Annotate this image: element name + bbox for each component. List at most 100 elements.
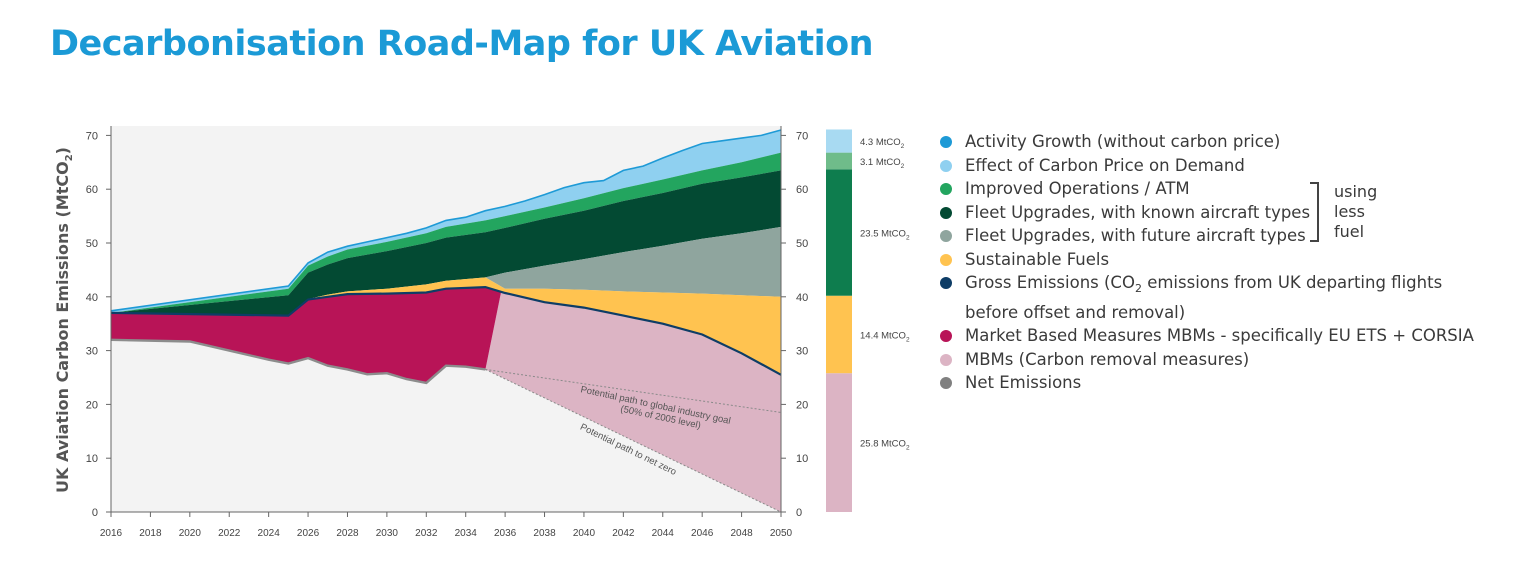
y-tick-label-left: 40 [86, 292, 98, 304]
bar-2050-segment [826, 129, 852, 153]
bar-2050-label-sub: 2 [906, 235, 910, 242]
x-tick-label: 2036 [494, 528, 517, 539]
legend-item-carbon-price: Effect of Carbon Price on Demand [940, 154, 1500, 178]
x-tick-label: 2034 [455, 528, 478, 539]
y-tick-label-left: 30 [86, 346, 98, 358]
bar-2050-label-main: 25.8 MtCO [860, 439, 906, 450]
legend-label-post: emissions from UK departing flights befo… [965, 273, 1443, 322]
line-path-industry-goal [485, 368, 782, 413]
y-axis-label-main: UK Aviation Carbon Emissions (MtCO [53, 161, 72, 493]
brace-label-line: fuel [1334, 222, 1365, 241]
y-tick-label-right: 60 [796, 184, 808, 196]
line-net-emissions [110, 338, 486, 385]
y-tick-label-right: 20 [796, 399, 808, 411]
area-fleet-future [111, 226, 781, 316]
legend-dot-icon [940, 353, 952, 366]
x-tick-label: 2026 [297, 528, 320, 539]
y-axis-label-end: ) [53, 147, 72, 154]
legend-label: Effect of Carbon Price on Demand [965, 155, 1245, 175]
legend-label: Fleet Upgrades, with known aircraft type… [965, 202, 1311, 222]
bar-2050-segment [826, 152, 852, 170]
legend-dot-icon [940, 183, 952, 195]
line-gross-emissions [110, 285, 782, 376]
x-tick-label: 2022 [218, 528, 241, 539]
area-fleet-known [111, 170, 781, 316]
y-tick-label-right: 0 [796, 507, 802, 519]
y-tick-label-right: 40 [796, 292, 808, 304]
legend-label: Activity Growth (without carbon price) [965, 132, 1281, 151]
chart-title: Decarbonisation Road-Map for UK Aviation [50, 24, 874, 64]
legend-item-mbms: Market Based Measures MBMs - specificall… [940, 324, 1500, 348]
legend-dot-icon [940, 206, 952, 219]
legend-dot-icon [940, 230, 952, 242]
x-tick-label: 2040 [573, 528, 596, 539]
brace-icon [1310, 182, 1319, 242]
bar-2050-label-main: 23.5 MtCO [860, 229, 906, 240]
bar-2050-label-sub: 2 [906, 445, 910, 452]
brace-label-line: less [1334, 202, 1365, 221]
y-tick-label-right: 50 [796, 238, 808, 250]
legend-item-sustainable-fuels: Sustainable Fuels [940, 248, 1500, 272]
x-tick-label: 2042 [612, 528, 635, 539]
x-tick-label: 2020 [179, 528, 202, 539]
legend-dot-icon [940, 377, 952, 389]
y-tick-label-right: 70 [796, 130, 808, 142]
y-axis-label-sub: 2 [64, 154, 75, 161]
legend-label: Net Emissions [965, 373, 1082, 392]
bar-2050-segment [826, 373, 852, 512]
x-tick-label: 2046 [691, 528, 714, 539]
legend-item-activity-growth: Activity Growth (without carbon price) [940, 130, 1500, 154]
y-tick-label-left: 10 [86, 453, 98, 465]
bar-2050-label: 3.1 MtCO2 [860, 157, 905, 170]
legend-label: MBMs (Carbon removal measures) [965, 349, 1250, 369]
legend-item-fleet-future: Fleet Upgrades, with future aircraft typ… [940, 224, 1500, 248]
legend-item-carbon-removal: MBMs (Carbon removal measures) [940, 348, 1500, 372]
x-tick-label: 2016 [100, 528, 123, 539]
brace-label: using less fuel [1334, 182, 1377, 242]
line-path-net-zero [485, 368, 782, 513]
y-tick-label-left: 60 [86, 184, 98, 196]
legend-label: Improved Operations / ATM [965, 179, 1190, 198]
legend-dot-icon [940, 330, 952, 342]
legend-item-fleet-known: Fleet Upgrades, with known aircraft type… [940, 201, 1500, 225]
x-tick-label: 2018 [139, 528, 162, 539]
y-tick-label-left: 50 [86, 238, 98, 250]
x-tick-label: 2032 [415, 528, 438, 539]
area-improved-operations [111, 152, 781, 313]
legend-dot-icon [940, 277, 952, 289]
x-tick-label: 2024 [258, 528, 281, 539]
bar-2050-segment [826, 169, 852, 296]
y-tick-label-right: 10 [796, 453, 808, 465]
legend-label-pre: Gross Emissions (CO [965, 273, 1135, 292]
line-activity-growth [110, 129, 782, 312]
y-axis-label: UK Aviation Carbon Emissions (MtCO2) [53, 147, 75, 493]
bar-2050-label-main: 14.4 MtCO [860, 330, 906, 341]
bar-2050-label-sub: 2 [906, 336, 910, 343]
brace-label-line: using [1334, 182, 1378, 201]
area-carbon-removal [485, 291, 781, 512]
legend-item-gross-emissions: Gross Emissions (CO2 emissions from UK d… [940, 271, 1500, 324]
x-tick-label: 2048 [730, 528, 753, 539]
bar-2050-label: 4.3 MtCO2 [860, 137, 905, 150]
legend: Activity Growth (without carbon price) E… [940, 130, 1500, 395]
bar-2050-label-sub: 2 [901, 163, 905, 170]
bar-2050-label: 25.8 MtCO2 [860, 439, 910, 452]
legend-dot-icon [940, 253, 952, 266]
area-market-based-measures [111, 287, 502, 383]
bar-2050-label: 23.5 MtCO2 [860, 229, 910, 242]
bar-2050-segment [826, 295, 852, 374]
x-tick-label: 2050 [770, 528, 793, 539]
x-tick-label: 2028 [336, 528, 359, 539]
legend-dot-icon [940, 159, 952, 172]
y-tick-label-left: 20 [86, 399, 98, 411]
bar-2050-label-main: 3.1 MtCO [860, 157, 901, 168]
bar-2050-label: 14.4 MtCO2 [860, 330, 910, 343]
legend-item-net-emissions: Net Emissions [940, 371, 1500, 395]
x-tick-label: 2038 [533, 528, 556, 539]
y-tick-label-left: 70 [86, 130, 98, 142]
legend-label-sub: 2 [1134, 282, 1142, 295]
bar-2050-label-sub: 2 [901, 143, 905, 150]
legend-label: Market Based Measures MBMs - specificall… [965, 326, 1474, 345]
bar-2050-label-main: 4.3 MtCO [860, 137, 901, 148]
y-tick-label-left: 0 [92, 507, 98, 519]
